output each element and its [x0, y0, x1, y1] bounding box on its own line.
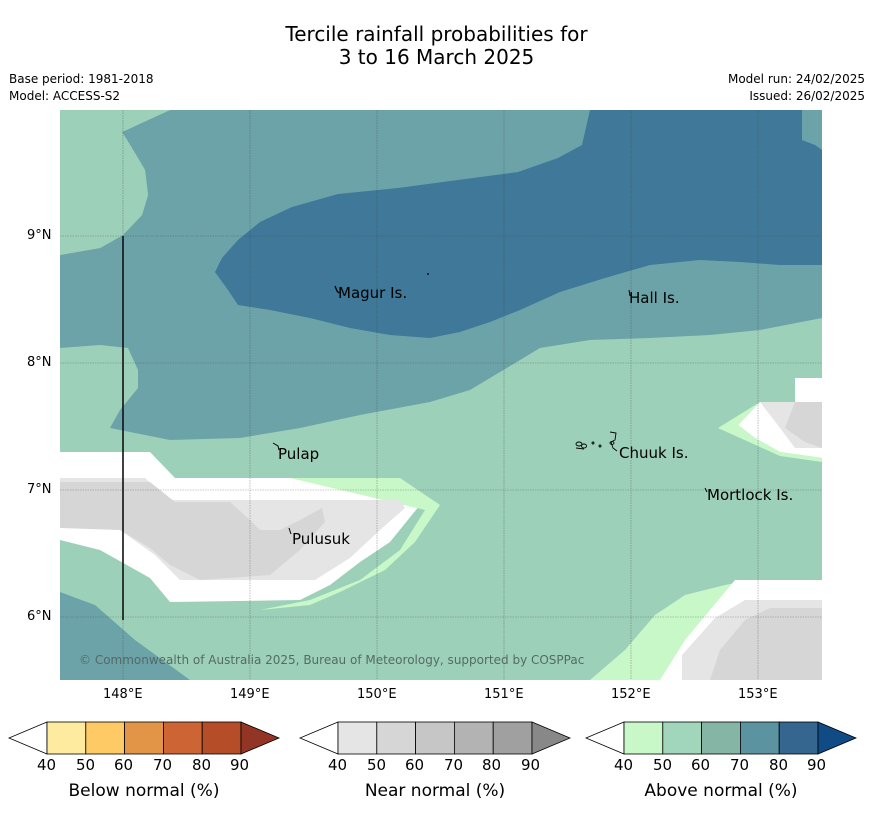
- lat-tick-7n: 7°N: [27, 482, 52, 497]
- near-tick-90: 90: [521, 756, 541, 774]
- lat-tick-6n: 6°N: [27, 609, 52, 624]
- colorbar-extend-left: [584, 721, 625, 755]
- place-label-pulap: Pulap: [278, 445, 320, 463]
- pulusuk-island-mark: [288, 527, 292, 535]
- colorbar-above-normal: [584, 721, 858, 755]
- below-tick-80: 80: [192, 756, 212, 774]
- above-tick-50: 50: [653, 756, 673, 774]
- near-tick-80: 80: [482, 756, 502, 774]
- above-70-edge-region: [802, 110, 822, 150]
- above-tick-90: 90: [807, 756, 827, 774]
- colorbar-extend-left: [298, 721, 339, 755]
- chuuk-island-marks: [575, 431, 618, 452]
- above-tick-40: 40: [614, 756, 634, 774]
- colorbar-segment: [201, 721, 242, 755]
- colorbar-segment: [376, 721, 417, 755]
- below-normal-title: Below normal (%): [68, 781, 220, 801]
- colorbar-above-svg: [584, 721, 858, 755]
- near-tick-40: 40: [328, 756, 348, 774]
- colorbar-segment: [623, 721, 664, 755]
- colorbar-extend-left: [7, 721, 48, 755]
- lat-tick-9n: 9°N: [27, 228, 52, 243]
- below-tick-50: 50: [76, 756, 96, 774]
- colorbar-segment: [85, 721, 126, 755]
- above-tick-70: 70: [730, 756, 750, 774]
- colorbar-below-normal: [7, 721, 281, 755]
- lon-tick-150e: 150°E: [357, 687, 397, 702]
- colorbar-segment: [46, 721, 87, 755]
- colorbar-segment: [124, 721, 164, 755]
- pulap-island-mark: [272, 442, 280, 451]
- place-label-pulusuk: Pulusuk: [292, 530, 350, 548]
- east-above-40-edge: [718, 402, 822, 462]
- above-40-band: [260, 478, 440, 610]
- near-60-region: [60, 482, 325, 580]
- colorbar-extend-right: [817, 721, 858, 755]
- above-tick-60: 60: [691, 756, 711, 774]
- place-label-hall: Hall Is.: [629, 289, 680, 307]
- colorbar-segment: [739, 721, 780, 755]
- lon-tick-149e: 149°E: [230, 687, 270, 702]
- map-title-line1: Tercile rainfall probabilities for: [285, 22, 588, 46]
- colorbar-segment: [162, 721, 203, 755]
- colorbar-segment: [492, 721, 533, 755]
- colorbar-segment: [415, 721, 455, 755]
- hall-island-mark: [628, 289, 631, 297]
- mortlock-island-mark: [704, 487, 708, 493]
- colorbar-extend-right: [240, 721, 281, 755]
- below-tick-70: 70: [153, 756, 173, 774]
- colorbar-near-normal: [298, 721, 572, 755]
- magur-island-mark: [334, 285, 340, 294]
- lon-tick-152e: 152°E: [611, 687, 651, 702]
- southeast-near-60-region: [710, 608, 822, 680]
- place-label-magur: Magur Is.: [338, 284, 408, 302]
- below-tick-60: 60: [114, 756, 134, 774]
- above-normal-title: Above normal (%): [644, 781, 798, 801]
- below-tick-90: 90: [230, 756, 250, 774]
- model-run-text: Model run: 24/02/2025: [727, 72, 865, 86]
- near-normal-title: Near normal (%): [364, 781, 506, 801]
- colorbar-extend-right: [531, 721, 572, 755]
- near-tick-60: 60: [405, 756, 425, 774]
- lon-tick-151e: 151°E: [484, 687, 524, 702]
- colorbar-segment: [701, 721, 741, 755]
- issued-text: Issued: 26/02/2025: [749, 89, 865, 103]
- east-near-60-region: [785, 402, 822, 448]
- model-text: Model: ACCESS-S2: [9, 89, 121, 103]
- copyright-text: © Commonwealth of Australia 2025, Bureau…: [79, 653, 585, 667]
- colorbar-near-svg: [298, 721, 572, 755]
- lat-tick-8n: 8°N: [27, 355, 52, 370]
- base-period-text: Base period: 1981-2018: [9, 72, 154, 86]
- below-tick-40: 40: [37, 756, 57, 774]
- probability-map: Magur Is. Hall Is. Pulap Chuuk Is. Mortl…: [60, 110, 822, 680]
- colorbar-segment: [337, 721, 378, 755]
- small-island-mark: [427, 273, 429, 275]
- place-label-chuuk: Chuuk Is.: [619, 444, 689, 462]
- near-tick-70: 70: [444, 756, 464, 774]
- map-title-line2: 3 to 16 March 2025: [338, 45, 535, 69]
- above-tick-80: 80: [769, 756, 789, 774]
- place-label-mortlock: Mortlock Is.: [707, 486, 794, 504]
- colorbar-below-svg: [7, 721, 281, 755]
- colorbar-segment: [453, 721, 494, 755]
- above-70-southwest-region: [60, 592, 190, 680]
- colorbar-segment: [778, 721, 819, 755]
- map-canvas: [60, 110, 822, 680]
- left-lobe-region: [60, 110, 170, 255]
- lon-tick-153e: 153°E: [738, 687, 778, 702]
- colorbar-segment: [662, 721, 703, 755]
- lon-tick-148e: 148°E: [103, 687, 143, 702]
- above-80-region: [215, 110, 822, 338]
- near-tick-50: 50: [367, 756, 387, 774]
